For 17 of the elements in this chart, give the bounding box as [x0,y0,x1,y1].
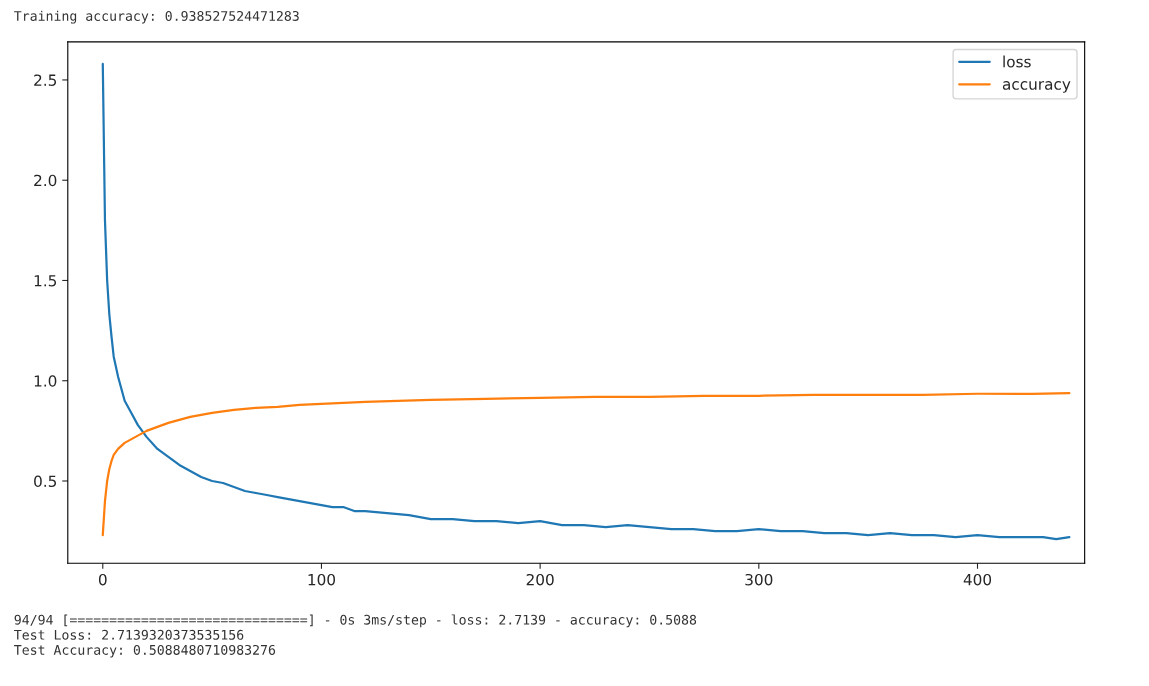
x-tick-label: 200 [526,573,554,586]
x-tick-label: 0 [98,573,107,586]
y-tick-label: 2.0 [34,174,57,187]
text: Test Loss: 2.7139320373535156 [14,629,244,640]
y-tick-label: 0.5 [34,475,57,488]
text: 94/94 [==============================] - 0s 3ms/step - loss: 2.7139 - accuracy: 0.5088 [14,614,697,628]
y-tick-label: 1.0 [34,375,57,387]
y-tick-label: 1.5 [34,275,57,287]
text: Test Accuracy: 0.5088480710983276 [14,644,276,658]
y-tick-label: 2.5 [34,74,57,86]
line-series [101,392,1071,537]
x-tick-label: 300 [745,573,773,586]
x-tick-label: 100 [308,573,336,586]
text: Training accuracy: 0.938527524471283 [14,10,299,24]
legend-label: loss [1003,55,1031,68]
x-tick-label: 400 [963,573,992,586]
legend-label: accuracy [1002,81,1071,93]
